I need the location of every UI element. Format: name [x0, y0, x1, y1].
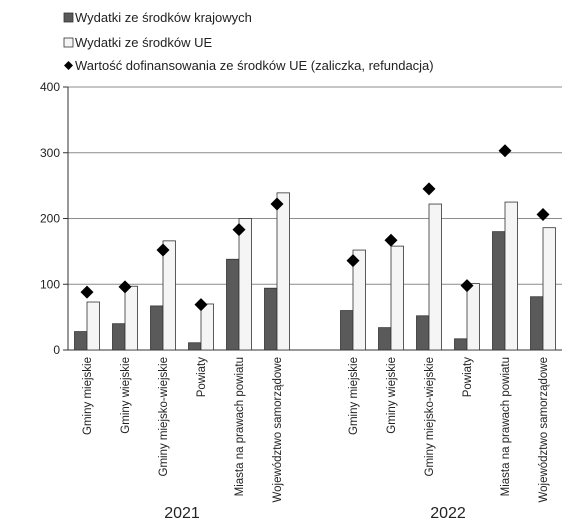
- bar-eu: [542, 227, 556, 351]
- category-label: Województwo samorządowe: [272, 357, 284, 503]
- y-tick-label: 400: [40, 80, 60, 94]
- year-label: 2021: [164, 505, 200, 522]
- category-label: Gminy miejskie: [348, 357, 360, 435]
- marker-cofinancing: [536, 208, 550, 222]
- bar-domestic: [112, 323, 126, 351]
- bar-domestic: [530, 296, 544, 351]
- bar-domestic: [264, 287, 278, 351]
- bar-domestic: [188, 342, 202, 351]
- marker-cofinancing: [118, 280, 132, 294]
- legend-label-eu: Wydatki ze środków UE: [75, 35, 212, 50]
- marker-cofinancing: [346, 254, 360, 268]
- bar-eu: [276, 192, 290, 351]
- year-label: 2022: [430, 505, 466, 522]
- bar-eu: [352, 249, 366, 351]
- bar-domestic: [74, 331, 88, 351]
- y-tick-label: 200: [40, 212, 60, 226]
- marker-cofinancing: [194, 298, 208, 312]
- legend-item-cofinancing: Wartość dofinansowania ze środków UE (za…: [64, 58, 434, 73]
- legend-label-cofinancing: Wartość dofinansowania ze środków UE (za…: [75, 58, 434, 73]
- category-label: Gminy miejsko-wiejskie: [424, 357, 436, 477]
- bars: [74, 192, 556, 351]
- marker-cofinancing: [270, 197, 284, 211]
- x-axis-labels: Gminy miejskie Gminy wiejskie Gminy miejsk…: [82, 357, 550, 522]
- axes: 0 100 200 300 400: [40, 80, 562, 357]
- legend-swatch-domestic: [63, 12, 74, 23]
- category-label: Gminy wiejskie: [386, 357, 398, 434]
- legend-item-domestic: Wydatki ze środków krajowych: [63, 10, 252, 25]
- y-tick-label: 100: [40, 277, 60, 291]
- marker-cofinancing: [80, 285, 94, 299]
- marker-cofinancing: [460, 279, 474, 293]
- markers: [80, 144, 550, 312]
- bar-domestic: [340, 310, 354, 351]
- category-label: Gminy miejsko-wiejskie: [158, 357, 170, 477]
- bar-domestic: [226, 258, 240, 351]
- category-label: Województwo samorządowe: [538, 357, 550, 503]
- bar-eu: [504, 201, 518, 351]
- marker-cofinancing: [156, 243, 170, 257]
- bar-eu: [466, 283, 480, 351]
- legend-swatch-eu: [63, 37, 74, 48]
- bar-domestic: [416, 315, 430, 351]
- marker-cofinancing: [422, 182, 436, 196]
- y-tick-label: 0: [53, 343, 60, 357]
- bar-eu: [390, 245, 404, 351]
- bar-eu: [428, 203, 442, 351]
- legend: Wydatki ze środków krajowych Wydatki ze …: [63, 10, 434, 73]
- legend-item-eu: Wydatki ze środków UE: [63, 35, 212, 50]
- category-label: Gminy miejskie: [82, 357, 94, 435]
- category-label: Miasta na prawach powiatu: [500, 357, 512, 496]
- marker-cofinancing: [384, 233, 398, 247]
- y-tick-label: 300: [40, 146, 60, 160]
- category-label: Powiaty: [462, 357, 474, 398]
- bar-domestic: [492, 231, 506, 351]
- legend-label-domestic: Wydatki ze środków krajowych: [75, 10, 252, 25]
- bar-domestic: [150, 305, 164, 351]
- bar-domestic: [378, 327, 392, 351]
- bar-eu: [86, 301, 100, 351]
- category-label: Gminy wiejskie: [120, 357, 132, 434]
- bar-eu: [238, 218, 252, 351]
- bar-eu: [200, 303, 214, 351]
- category-label: Miasta na prawach powiatu: [234, 357, 246, 496]
- legend-marker-cofinancing: [64, 61, 73, 70]
- bar-eu: [124, 285, 138, 351]
- bar-domestic: [454, 338, 468, 351]
- category-label: Powiaty: [196, 357, 208, 398]
- marker-cofinancing: [232, 223, 246, 237]
- marker-cofinancing: [498, 144, 512, 158]
- bar-eu: [162, 240, 176, 351]
